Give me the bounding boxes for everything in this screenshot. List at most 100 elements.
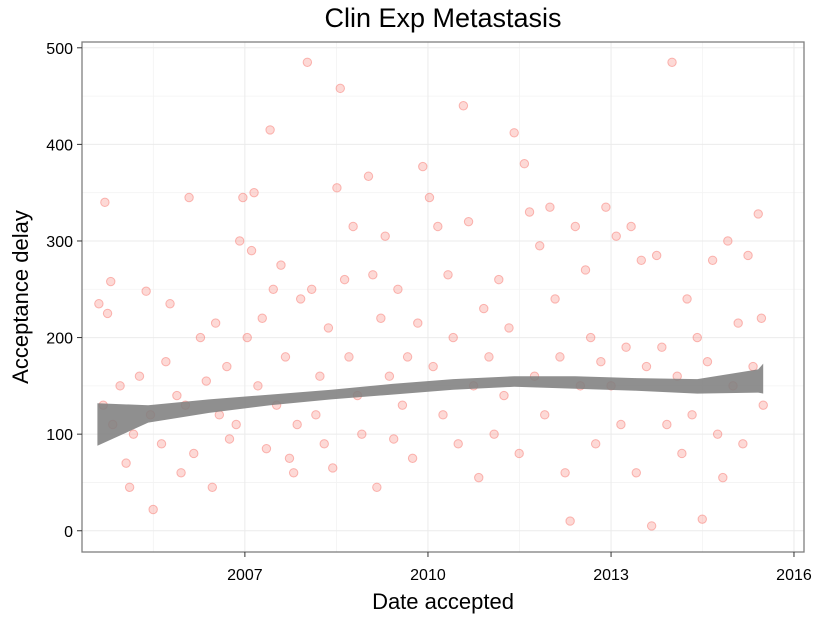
- data-point: [393, 284, 403, 294]
- data-point: [479, 303, 489, 314]
- data-point: [545, 202, 555, 212]
- data-point: [276, 260, 286, 270]
- data-point: [238, 192, 248, 203]
- data-point: [601, 202, 611, 212]
- data-point: [323, 323, 334, 333]
- data-point: [540, 410, 550, 420]
- data-point: [504, 323, 514, 333]
- plot-frame: [81, 41, 805, 553]
- data-point: [124, 482, 135, 492]
- data-point: [424, 192, 435, 203]
- data-point: [570, 221, 581, 232]
- data-point: [590, 439, 601, 449]
- data-point: [560, 468, 570, 478]
- y-tick-label: 200: [46, 331, 73, 348]
- x-tick-label: 2007: [227, 567, 263, 584]
- x-tick-label: 2016: [776, 567, 812, 584]
- data-point: [339, 274, 350, 285]
- plot-panel: [82, 42, 804, 552]
- data-point: [148, 504, 158, 515]
- data-point: [372, 482, 382, 492]
- data-point: [636, 255, 646, 265]
- x-tick-label: 2010: [410, 567, 446, 584]
- data-point: [319, 439, 329, 449]
- data-point: [292, 419, 302, 430]
- data-point: [102, 308, 113, 319]
- data-point: [519, 159, 530, 169]
- data-point: [626, 221, 636, 232]
- data-point: [641, 361, 652, 372]
- data-point: [210, 318, 221, 328]
- data-point: [184, 192, 194, 203]
- data-point: [484, 352, 494, 362]
- data-point: [311, 410, 321, 420]
- data-point: [458, 101, 469, 111]
- data-point: [413, 318, 423, 328]
- data-point: [748, 361, 758, 372]
- data-point: [328, 463, 338, 473]
- y-tick-label: 300: [46, 234, 73, 251]
- data-point: [443, 270, 453, 280]
- data-point: [94, 299, 104, 309]
- data-point: [357, 429, 367, 439]
- data-point: [753, 209, 763, 219]
- data-point: [535, 241, 545, 251]
- data-point: [172, 390, 182, 401]
- data-point: [402, 352, 413, 362]
- data-point: [646, 521, 657, 531]
- data-point: [315, 371, 325, 381]
- data-point: [718, 472, 728, 483]
- data-point: [207, 482, 218, 492]
- data-point: [242, 332, 252, 343]
- data-point: [134, 371, 145, 381]
- chart-title: Clin Exp Metastasis: [324, 3, 561, 33]
- data-point: [257, 313, 267, 323]
- data-point: [707, 255, 718, 265]
- data-point: [580, 265, 591, 275]
- data-point: [280, 352, 291, 362]
- data-point: [407, 453, 418, 464]
- data-point: [621, 342, 631, 352]
- data-point: [565, 516, 575, 526]
- data-point: [448, 332, 458, 343]
- smooth-confidence-band: [97, 363, 764, 446]
- data-point: [115, 381, 125, 391]
- data-point: [611, 231, 621, 241]
- data-point: [161, 357, 171, 367]
- y-axis-title: Acceptance delay: [8, 210, 33, 384]
- data-point: [723, 236, 733, 246]
- data-point: [514, 448, 524, 459]
- data-point: [756, 313, 767, 323]
- y-axis: 0 100 200 300 400 500: [46, 41, 82, 541]
- data-point: [596, 357, 606, 367]
- data-point: [494, 274, 504, 285]
- data-point: [712, 429, 723, 439]
- data-point: [380, 231, 390, 241]
- data-point: [253, 381, 263, 391]
- data-point: [348, 221, 358, 232]
- y-tick-label: 500: [46, 41, 73, 58]
- data-point: [651, 250, 662, 261]
- data-point: [585, 332, 596, 343]
- data-point: [295, 294, 306, 304]
- x-tick-label: 2013: [593, 567, 629, 584]
- data-point: [332, 183, 342, 193]
- data-point: [335, 83, 345, 94]
- data-point: [389, 434, 399, 444]
- data-point: [692, 332, 702, 343]
- data-point: [489, 429, 499, 439]
- data-point: [384, 371, 395, 381]
- data-point: [657, 342, 667, 352]
- data-point: [156, 439, 167, 449]
- data-point: [249, 187, 259, 198]
- data-point: [428, 361, 438, 372]
- data-point: [363, 171, 374, 181]
- data-point: [677, 448, 687, 459]
- data-point: [524, 207, 535, 217]
- data-point: [555, 352, 565, 362]
- data-point: [697, 514, 707, 524]
- y-tick-label: 0: [64, 524, 73, 541]
- data-point: [302, 57, 313, 67]
- data-point: [418, 161, 428, 172]
- y-tick-label: 100: [46, 427, 73, 444]
